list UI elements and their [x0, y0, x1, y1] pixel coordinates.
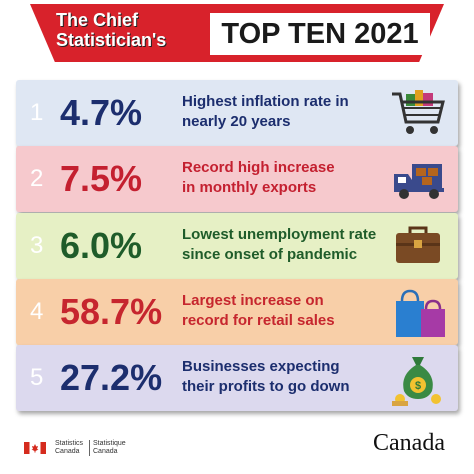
page-title: TOP TEN 2021 — [210, 13, 430, 55]
item-number: 4 — [30, 298, 44, 325]
item-description-line1: Lowest unemployment rate — [182, 226, 377, 243]
banner-subtitle-line1: The Chief — [56, 10, 139, 30]
item-description-line1: Record high increase — [182, 159, 335, 176]
item-percent: 7.5% — [60, 158, 143, 199]
item-description: Record high increase in monthly exports — [182, 158, 382, 198]
list-item: 1 4.7% Highest inflation rate in nearly … — [16, 80, 458, 146]
list-item: 5 27.2% Businesses expecting their profi… — [16, 345, 458, 411]
item-description: Highest inflation rate in nearly 20 year… — [182, 92, 382, 132]
item-description-line2: record for retail sales — [182, 312, 335, 329]
header-banner: The Chief Statistician's TOP TEN 2021 — [30, 4, 444, 62]
sc-english-line2: Canada — [55, 448, 80, 455]
item-description-line2: nearly 20 years — [182, 113, 291, 130]
item-description: Lowest unemployment rate since onset of … — [182, 225, 382, 265]
sc-english-line1: Statistics — [55, 440, 84, 447]
sc-french-line2: Canada — [93, 448, 118, 455]
item-number: 3 — [30, 232, 44, 259]
delivery-truck-icon — [388, 150, 448, 208]
item-description-line1: Businesses expecting — [182, 358, 340, 375]
item-number: 1 — [30, 99, 44, 126]
statistics-canada-signature: Statistics Canada Statistique Canada — [55, 440, 126, 456]
item-description-line1: Largest increase on — [182, 292, 324, 309]
item-percent: 6.0% — [60, 225, 143, 266]
money-bag-icon: $ — [388, 349, 448, 407]
list-item: 4 58.7% Largest increase on record for r… — [16, 279, 458, 345]
canada-flag-icon — [24, 441, 46, 454]
svg-text:$: $ — [415, 380, 421, 392]
item-percent: 4.7% — [60, 92, 143, 133]
item-description-line1: Highest inflation rate in — [182, 93, 349, 110]
item-percent: 27.2% — [60, 357, 163, 398]
item-description: Largest increase on record for retail sa… — [182, 291, 382, 331]
signature-divider — [89, 440, 90, 456]
item-percent: 58.7% — [60, 291, 163, 332]
item-number: 5 — [30, 364, 44, 391]
briefcase-icon — [388, 217, 448, 275]
item-description-line2: in monthly exports — [182, 179, 317, 196]
item-description-line2: since onset of pandemic — [182, 246, 358, 263]
banner-subtitle: The Chief Statistician's — [56, 10, 220, 56]
item-description-line2: their profits to go down — [182, 378, 350, 395]
item-description: Businesses expecting their profits to go… — [182, 357, 382, 397]
canada-wordmark: Canada — [373, 430, 445, 456]
shopping-bags-icon — [388, 283, 448, 341]
shopping-cart-icon — [388, 84, 448, 142]
sc-french-line1: Statistique — [93, 440, 126, 447]
list-item: 3 6.0% Lowest unemployment rate since on… — [16, 213, 458, 279]
list-item: 2 7.5% Record high increase in monthly e… — [16, 146, 458, 212]
banner-subtitle-line2: Statistician's — [56, 30, 167, 50]
item-number: 2 — [30, 165, 44, 192]
